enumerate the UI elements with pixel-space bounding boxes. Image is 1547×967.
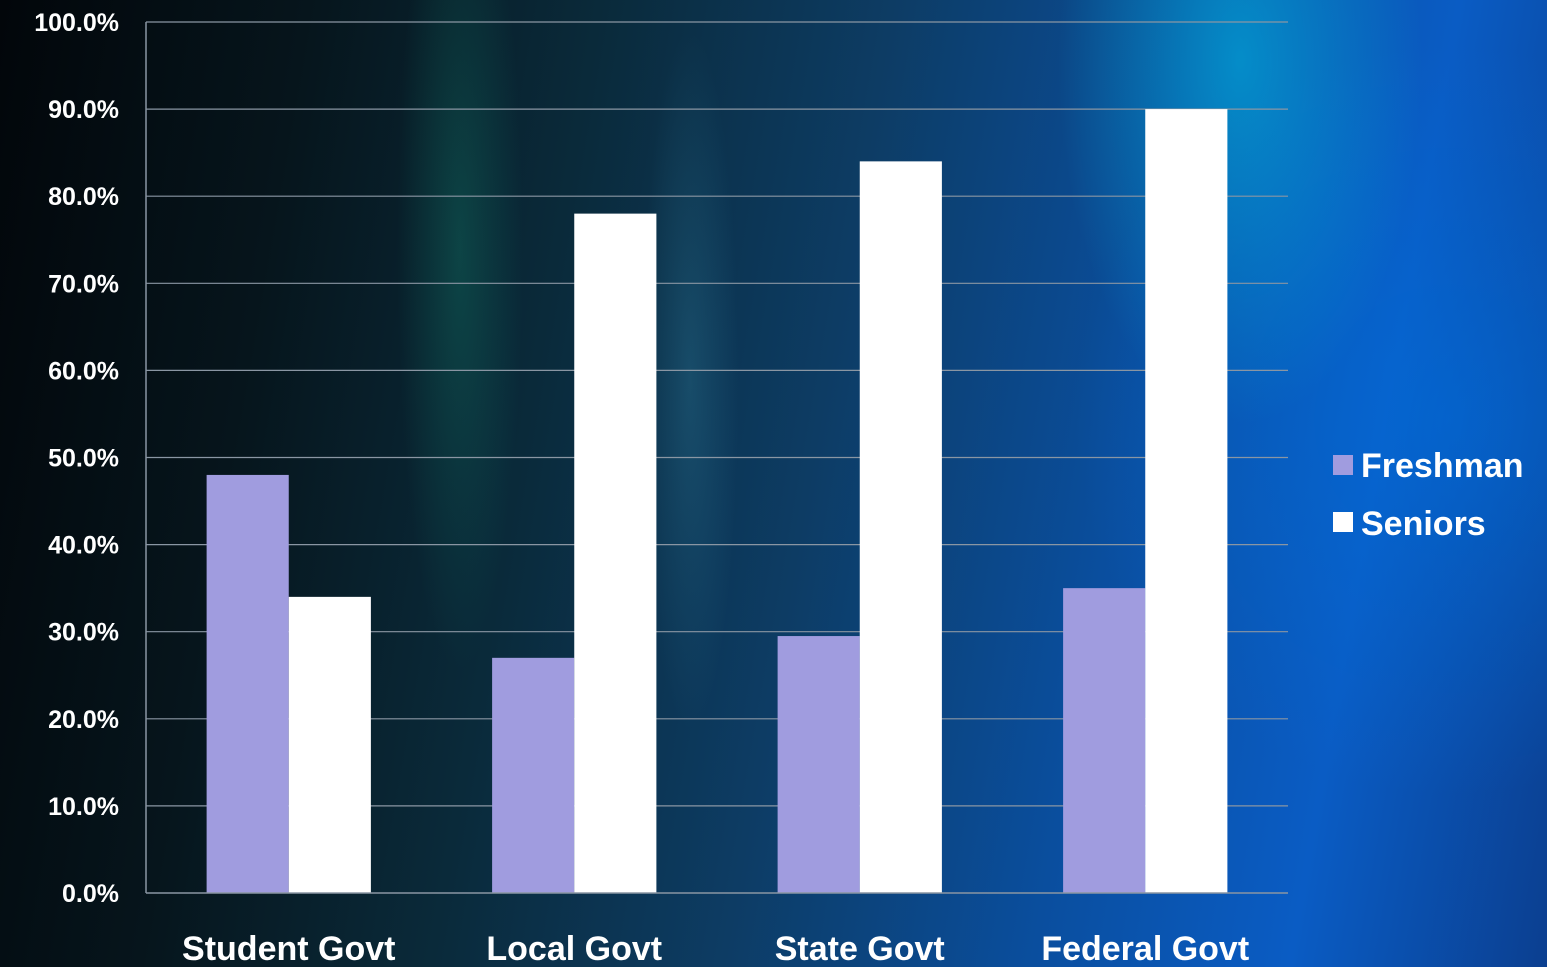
- legend-label-seniors: Seniors: [1361, 505, 1486, 543]
- y-tick-label: 100.0%: [34, 9, 119, 37]
- bar-freshman-state-govt: [777, 636, 860, 893]
- y-tick-label: 50.0%: [48, 445, 119, 473]
- y-tick-label: 0.0%: [62, 880, 119, 908]
- bar-seniors-local-govt: [574, 213, 657, 893]
- bar-freshman-local-govt: [492, 657, 575, 893]
- bar-seniors-student-govt: [288, 596, 371, 893]
- y-tick-label: 90.0%: [48, 96, 119, 124]
- legend-label-freshman: Freshman: [1361, 447, 1524, 485]
- x-category-label: State Govt: [775, 930, 945, 967]
- bar-freshman-federal-govt: [1063, 588, 1146, 893]
- x-category-label: Student Govt: [182, 930, 395, 967]
- y-tick-label: 10.0%: [48, 793, 119, 821]
- x-category-label: Local Govt: [486, 930, 662, 967]
- x-axis-category-labels: Student Govt Local Govt State Govt Federal …: [182, 930, 1249, 967]
- y-tick-label: 40.0%: [48, 532, 119, 560]
- bars: [206, 109, 1228, 894]
- x-category-label: Federal Govt: [1041, 930, 1249, 967]
- y-tick-label: 60.0%: [48, 357, 119, 385]
- y-axis-tick-labels: 0.0% 10.0% 20.0% 30.0% 40.0% 50.0% 60.0% 70.0% 8…: [34, 9, 119, 908]
- legend-swatch-freshman: [1333, 455, 1353, 475]
- legend: Freshman Seniors: [1333, 447, 1524, 543]
- y-tick-label: 20.0%: [48, 706, 119, 734]
- axes: [145, 22, 1288, 894]
- bar-freshman-student-govt: [206, 474, 289, 893]
- bar-seniors-federal-govt: [1145, 109, 1228, 894]
- y-tick-label: 80.0%: [48, 183, 119, 211]
- legend-swatch-seniors: [1333, 512, 1353, 532]
- bar-seniors-state-govt: [859, 161, 942, 894]
- y-tick-label: 70.0%: [48, 270, 119, 298]
- y-tick-label: 30.0%: [48, 619, 119, 647]
